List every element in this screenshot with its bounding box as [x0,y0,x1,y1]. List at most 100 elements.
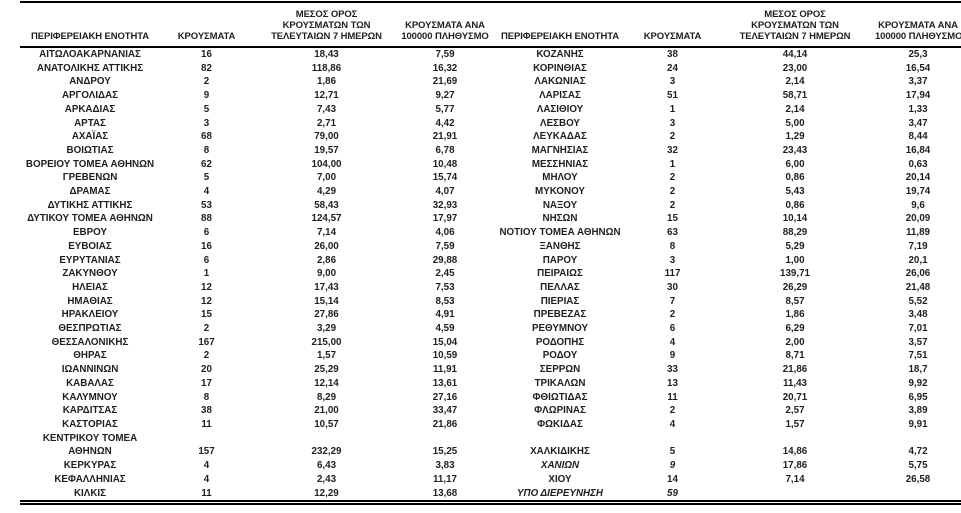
left-avg7-cell: 215,00 [311,336,342,348]
left-per100k-cell: 9,27 [435,90,455,102]
left-region-cell: ΚΑΒΑΛΑΣ [66,377,114,389]
right-per100k-cell: 1,33 [908,103,928,115]
right-avg7-cell: 1,86 [785,309,805,321]
right-region-cell: ΜΥΚΟΝΟΥ [535,186,585,198]
left-cases-cell: 88 [201,213,212,225]
right-per100k-cell: 26,06 [905,268,931,280]
right-cases-cell: 63 [667,227,678,239]
left-avg7-cell: 1,57 [316,350,337,362]
right-region-cell: ΛΑΡΙΣΑΣ [539,90,581,102]
left-region-cell: ΚΑΣΤΟΡΙΑΣ [62,418,118,430]
table-row: ΚΑΡΔΙΤΣΑΣ 38 21,00 33,47 ΦΛΩΡΙΝΑΣ 2 2,57 3,89 [20,404,961,418]
left-region-cell: ΚΕΝΤΡΙΚΟΥ ΤΟΜΕΑ [42,432,138,444]
left-region-cell: ΗΛΕΙΑΣ [72,281,108,293]
right-region-cell: ΣΕΡΡΩΝ [539,364,581,376]
table-row: ΘΗΡΑΣ 2 1,57 10,59 ΡΟΔΟΥ 9 8,71 7,51 [20,349,961,363]
left-avg7-cell: 2,71 [316,117,337,129]
right-per100k-cell: 19,74 [905,186,931,198]
right-per100k-cell: 11,89 [906,227,930,239]
right-avg7-cell: 5,29 [785,240,805,252]
left-per100k-header: ΚΡΟΥΣΜΑΤΑ ΑΝΑ 100000 ΠΛΗΘΥΣΜΟ [400,2,490,48]
right-per100k-cell [875,487,961,503]
right-avg7-cell: 21,86 [782,364,808,376]
right-cases-cell: 59 [667,487,678,499]
right-avg7-header: ΜΕΣΟΣ ΟΡΟΣ ΚΡΟΥΣΜΑΤΩΝ ΤΩΝ ΤΕΛΕΥΤΑΙΩΝ 7 Η… [715,2,875,48]
right-per100k-cell: 9,6 [911,199,925,211]
right-cases-cell: 14 [667,473,678,485]
right-cases-cell: 38 [667,49,678,60]
left-per100k-cell: 29,88 [432,254,458,266]
table-row: ΚΕΡΚΥΡΑΣ 4 6,43 3,83 ΧΑΝΙΩΝ 9 17,86 5,75 [20,459,961,473]
left-region-cell: ΙΩΑΝΝΙΝΩΝ [61,364,119,376]
right-per100k-cell: 25,3 [908,49,928,60]
right-avg7-cell: 26,29 [782,281,808,293]
right-avg7-cell: 0,86 [785,172,805,184]
right-region-cell [490,432,630,446]
left-per100k-cell: 4,42 [435,117,455,129]
table-row: ΕΒΡΟΥ 6 7,14 4,06 ΝΟΤΙΟΥ ΤΟΜΕΑ ΑΘΗΝΩΝ 63 88,29… [20,226,961,240]
right-avg7-cell: 1,29 [785,131,805,143]
left-avg7-cell: 79,00 [314,131,339,143]
right-region-cell: ΠΑΡΟΥ [542,254,578,266]
right-per100k-cell: 17,94 [905,90,931,102]
left-per100k-cell: 8,53 [435,295,455,307]
left-avg7-cell: 104,00 [311,158,342,170]
right-per100k-cell: 7,51 [908,350,928,362]
right-per100k-header: ΚΡΟΥΣΜΑΤΑ ΑΝΑ 100000 ΠΛΗΘΥΣΜΟ [875,2,961,48]
left-region-cell: ΗΡΑΚΛΕΙΟΥ [61,309,119,321]
left-cases-cell: 5 [203,103,210,115]
right-per100k-cell: 18,7 [908,364,928,376]
right-cases-cell: 1 [669,103,676,115]
left-cases-cell: 12 [201,281,212,293]
left-per100k-cell: 10,48 [432,158,458,170]
right-region-cell: ΦΘΙΩΤΙΔΑΣ [532,391,588,403]
left-region-cell: ΗΜΑΘΙΑΣ [67,295,113,307]
left-region-cell: ΑΡΚΑΔΙΑΣ [64,103,116,115]
header-row: ΠΕΡΙΦΕΡΕΙΑΚΗ ΕΝΟΤΗΤΑ ΚΡΟΥΣΜΑΤΑ ΜΕΣΟΣ ΟΡΟ… [20,2,961,48]
right-cases-cell: 3 [669,117,676,129]
table-row: ΕΥΒΟΙΑΣ 16 26,00 7,59 ΞΑΝΘΗΣ 8 5,29 7,19 [20,240,961,254]
right-region-cell: ΛΕΥΚΑΔΑΣ [533,131,587,143]
table-row: ΚΑΣΤΟΡΙΑΣ 11 10,57 21,86 ΦΩΚΙΔΑΣ 4 1,57 9,91 [20,418,961,432]
left-avg7-cell: 58,43 [314,199,339,211]
right-avg7-cell: 23,43 [782,144,808,156]
left-cases-cell: 38 [201,405,212,417]
right-cases-cell [630,432,715,446]
left-region-cell: ΕΥΒΟΙΑΣ [68,240,112,252]
right-avg7-cell: 17,86 [782,460,808,472]
table-row: ΑΘΗΝΩΝ 157 232,29 15,25 ΧΑΛΚΙΔΙΚΗΣ 5 14,86 4,72 [20,445,961,459]
right-avg7-cell: 20,71 [782,391,808,403]
right-avg7-cell: 0,86 [785,199,805,211]
left-per100k-cell: 27,16 [432,391,458,403]
right-cases-cell: 33 [667,364,678,376]
left-cases-cell: 157 [198,446,215,458]
left-avg7-cell: 15,14 [314,295,339,307]
left-per100k-cell: 21,86 [432,418,458,430]
right-region-cell: ΞΑΝΘΗΣ [539,240,581,252]
left-avg7-cell: 12,71 [314,90,339,102]
left-avg7-cell: 12,14 [314,377,339,389]
right-avg7-cell: 5,00 [785,117,805,129]
left-cases-cell: 4 [203,186,210,198]
left-region-cell: ΚΑΛΥΜΝΟΥ [62,391,118,403]
left-per100k-cell: 3,83 [435,460,455,472]
right-per100k-cell: 20,09 [905,213,931,225]
table-row: ΔΥΤΙΚΗΣ ΑΤΤΙΚΗΣ 53 58,43 32,93 ΝΑΞΟΥ 2 0,86 9,6 [20,199,961,213]
right-region-cell: ΦΛΩΡΙΝΑΣ [534,405,586,417]
left-cases-cell: 12 [201,295,212,307]
right-avg7-cell: 2,14 [785,103,805,115]
right-cases-cell: 32 [667,144,678,156]
left-cases-cell: 17 [201,377,212,389]
left-cases-cell: 9 [203,90,210,102]
left-cases-cell: 1 [203,268,210,280]
right-cases-cell: 7 [669,295,676,307]
left-cases-cell: 68 [201,131,212,143]
right-avg7-cell: 2,57 [785,405,805,417]
right-region-cell: ΡΟΔΟΠΗΣ [535,336,585,348]
right-cases-cell: 117 [664,268,681,280]
left-per100k-cell: 2,45 [435,268,455,280]
left-region-cell: ΕΥΡΥΤΑΝΙΑΣ [59,254,121,266]
right-region-cell: ΠΡΕΒΕΖΑΣ [533,309,587,321]
left-avg7-header: ΜΕΣΟΣ ΟΡΟΣ ΚΡΟΥΣΜΑΤΩΝ ΤΩΝ ΤΕΛΕΥΤΑΙΩΝ 7 Η… [253,2,400,48]
table-row: ΑΝΔΡΟΥ 2 1,86 21,69 ΛΑΚΩΝΙΑΣ 3 2,14 3,37 [20,75,961,89]
